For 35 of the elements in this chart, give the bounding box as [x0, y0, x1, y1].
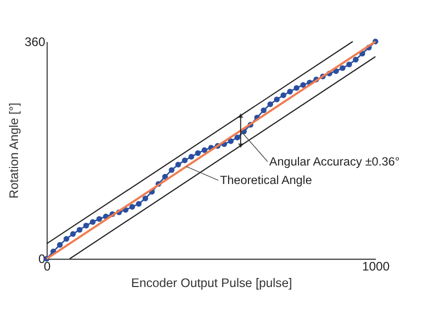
- point: [280, 92, 286, 98]
- annotation: Theoretical Angle: [220, 173, 312, 188]
- point: [188, 154, 194, 160]
- point: [83, 222, 89, 228]
- point: [340, 65, 346, 71]
- point: [228, 138, 234, 144]
- point: [76, 226, 82, 233]
- point: [56, 242, 63, 248]
- point: [64, 236, 70, 242]
- point: [274, 96, 280, 102]
- point: [346, 62, 352, 68]
- y-axis-title: Rotation Angle [°]: [6, 102, 21, 198]
- point: [234, 134, 240, 140]
- y-tick-label: 360: [24, 34, 46, 49]
- point: [168, 167, 174, 173]
- point: [90, 219, 96, 225]
- point: [260, 107, 267, 114]
- point: [136, 201, 142, 207]
- point: [96, 216, 102, 222]
- point: [267, 101, 274, 108]
- x-tick-label: 1000: [362, 260, 390, 274]
- point: [294, 85, 300, 91]
- point: [182, 158, 188, 164]
- x-axis-title: Encoder Output Pulse [pulse]: [131, 276, 292, 290]
- point: [175, 162, 182, 168]
- point: [202, 147, 208, 153]
- annotation: Angular Accuracy ±0.36°: [269, 154, 400, 168]
- point: [287, 88, 293, 94]
- point: [70, 231, 76, 237]
- point: [162, 174, 168, 180]
- point: [142, 196, 148, 202]
- point: [300, 82, 306, 88]
- point: [129, 204, 136, 210]
- point: [195, 150, 201, 156]
- point: [352, 56, 359, 62]
